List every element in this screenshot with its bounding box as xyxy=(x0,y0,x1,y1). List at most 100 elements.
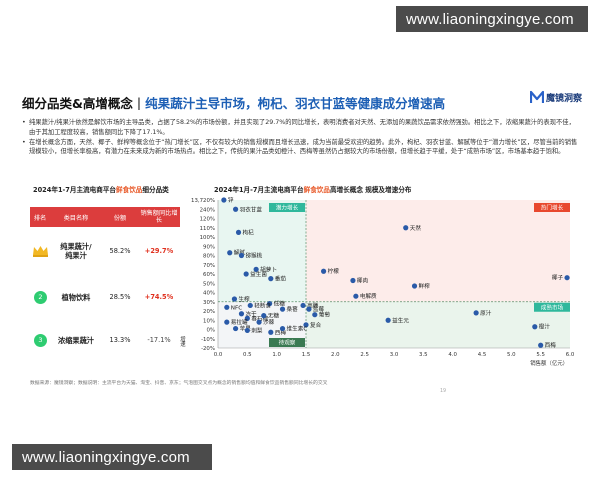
y-tick-label: 0% xyxy=(206,328,215,334)
table-header: 排名 类目名称 份额 销售额同比增长 xyxy=(30,207,180,227)
point-label: 桑葚 xyxy=(287,305,299,313)
point-label: 猕猴桃 xyxy=(245,252,262,260)
chart-title-suffix: 高增长概念 规模及增速分布 xyxy=(329,186,412,194)
y-tick-label: 120% xyxy=(200,217,215,223)
x-tick-label: 3.5 xyxy=(419,352,428,358)
scatter-point xyxy=(261,313,267,319)
point-label: 易拉罐 xyxy=(231,318,248,326)
scatter-point xyxy=(235,229,242,235)
scatter-point xyxy=(300,302,306,309)
scatter-point xyxy=(238,252,245,259)
quadrant-label-potential-bg xyxy=(269,203,305,212)
growth-value: +74.5% xyxy=(144,293,174,301)
share-value: 58.2% xyxy=(109,247,131,255)
point-label: 椰子 xyxy=(552,274,564,282)
rank-badge: 2 xyxy=(34,290,47,304)
table-row: 2 植物饮料 28.5% +74.5% xyxy=(30,289,180,305)
col-share: 份额 xyxy=(113,214,127,222)
watermark-top: www.liaoningxingye.com xyxy=(396,6,588,32)
point-label: 高膳 xyxy=(307,301,319,309)
table-title-suffix: 细分品类 xyxy=(142,186,169,194)
point-label: 西梅 xyxy=(275,328,287,336)
y-tick-label: 240% xyxy=(200,207,215,213)
scatter-point xyxy=(564,275,570,281)
table-title-accent: 鲜食饮品 xyxy=(116,186,143,194)
table-row: 3 浓缩果蔬汁 13.3% -17.1% xyxy=(30,332,180,348)
scatter-point xyxy=(224,304,230,310)
rank-cell: 3 xyxy=(30,333,50,347)
point-label: 鲜榨 xyxy=(419,282,431,290)
point-label: NFC xyxy=(231,305,242,311)
section-title: 细分品类&高增概念 xyxy=(22,95,133,111)
logo-m-icon xyxy=(529,90,544,103)
quadrant-hot-bg xyxy=(306,200,570,302)
scatter-point xyxy=(538,342,544,348)
y-tick-label: -10% xyxy=(201,337,215,343)
category-name-line2: 纯果汁 xyxy=(65,251,87,260)
point-label: 益生元 xyxy=(392,316,409,324)
x-tick-label: 6.0 xyxy=(566,352,575,358)
scatter-point xyxy=(268,276,274,282)
rank-cell: 2 xyxy=(30,290,50,304)
quadrant-potential-bg xyxy=(218,200,306,302)
point-label: 轻断食 xyxy=(254,301,271,309)
scatter-point xyxy=(243,271,249,277)
y-tick-label: 70% xyxy=(203,263,215,269)
x-tick-label: 4.0 xyxy=(448,352,457,358)
point-label: 番茄 xyxy=(275,275,287,283)
scatter-point xyxy=(267,301,273,307)
x-tick-label: 4.5 xyxy=(478,352,487,358)
share-value: 28.5% xyxy=(109,293,131,301)
point-label: 复合 xyxy=(310,321,322,329)
point-label: 无糖 xyxy=(268,312,280,320)
x-tick-label: 5.0 xyxy=(507,352,516,358)
scatter-point xyxy=(268,329,274,335)
y-tick-label: 10% xyxy=(203,318,215,324)
table-row: 1 纯果蔬汁/ 纯果汁 58.2% +29.7% xyxy=(30,238,180,264)
point-label: 西梅 xyxy=(545,341,557,349)
quadrant-label-mature-bg xyxy=(534,302,570,312)
point-label: 春石榴 xyxy=(251,314,268,322)
y-tick-label: 60% xyxy=(203,272,215,278)
x-axis-label: 销售额（亿元） xyxy=(530,359,568,367)
footnote: 数据来源：魔镜洞察；数据说明：主流平台为天猫、淘宝、抖音、京东；气泡图交叉点为概… xyxy=(30,381,328,386)
point-label: 枸杞 xyxy=(243,228,255,236)
point-label: 解腻 xyxy=(234,249,246,257)
crown-icon xyxy=(33,246,48,257)
point-label: 椰肉 xyxy=(357,276,369,284)
growth-value: -17.1% xyxy=(147,336,171,344)
rank-badge: 3 xyxy=(34,333,47,347)
scatter-point xyxy=(256,319,262,325)
x-tick-label: 1.0 xyxy=(272,352,281,358)
point-label: 羽衣甘蓝 xyxy=(240,205,263,213)
scatter-point xyxy=(221,197,227,203)
page-header: 细分品类&高增概念 | 纯果蔬汁主导市场，枸杞、羽衣甘蓝等健康成分增速高 魔镜洞… xyxy=(22,90,582,112)
scatter-point xyxy=(224,319,230,325)
scatter-point xyxy=(231,296,238,302)
y-tick-label: 100% xyxy=(200,235,215,241)
brand-logo: 魔镜洞察 xyxy=(529,90,582,104)
y-tick-label: 90% xyxy=(203,244,215,250)
scatter-point xyxy=(473,310,479,316)
scatter-point xyxy=(233,206,239,212)
point-label: 沙棘 xyxy=(263,318,275,326)
x-tick-label: 5.5 xyxy=(536,352,545,358)
point-label: 锌 xyxy=(228,196,234,204)
chart-title-prefix: 2024年1月-7月主流电商平台 xyxy=(214,186,304,194)
category-name: 浓缩果蔬汁 xyxy=(58,335,94,345)
point-label: 电解质 xyxy=(360,292,377,300)
title-separator: | xyxy=(136,94,142,110)
scatter-point xyxy=(253,266,259,272)
x-tick-label: 3.0 xyxy=(390,352,399,358)
point-label: 低糖 xyxy=(274,300,286,308)
quadrant-label-watch: 待观察 xyxy=(279,339,296,347)
x-tick-label: 2.0 xyxy=(331,352,340,358)
y-tick-label: 80% xyxy=(203,254,215,260)
y-tick-label: 110% xyxy=(200,226,215,232)
scatter-point xyxy=(306,306,312,312)
scatter-point xyxy=(244,327,250,334)
point-label: 苹果 xyxy=(240,325,252,333)
scatter-point xyxy=(350,277,356,284)
bullet-item: 纯果蔬汁/纯果汁依然是解饮市场的主导品类，占据了58.2%的市场份额，并且实现了… xyxy=(22,118,578,137)
category-name: 纯果蔬汁/ 纯果汁 xyxy=(50,242,102,260)
